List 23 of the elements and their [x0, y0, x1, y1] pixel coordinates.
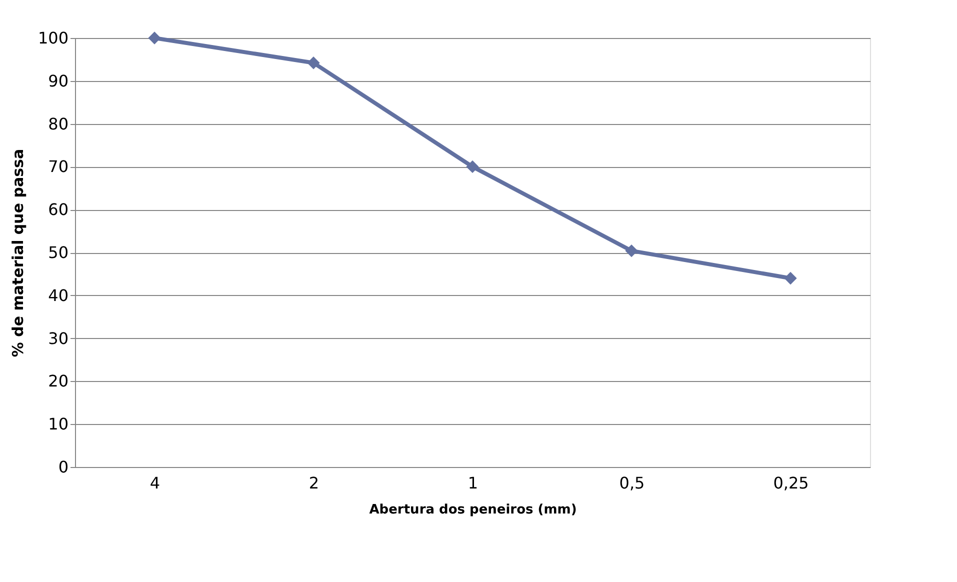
y-tick-label: 40: [48, 286, 68, 305]
x-tick-label: 2: [308, 474, 320, 492]
point: [307, 56, 320, 70]
y-tick-label: 60: [48, 200, 68, 220]
y-tick-label: 100: [38, 28, 68, 48]
x-tick-label: 0,25: [773, 474, 809, 492]
y-tick-label: 70: [48, 157, 68, 176]
point: [466, 160, 479, 174]
y-tick-label: 50: [48, 243, 68, 262]
x-tick-label: 1: [468, 474, 478, 492]
point: [148, 32, 161, 44]
y-tick-label: 20: [48, 372, 68, 391]
x-axis-title: Abertura dos peneiros (mm): [369, 502, 577, 518]
y-tick-label: 90: [48, 71, 68, 90]
y-tick-label: 10: [48, 414, 68, 434]
point: [625, 244, 638, 258]
y-tick-label: 80: [48, 114, 68, 134]
point: [784, 272, 797, 285]
y-tick-label: 30: [48, 328, 68, 348]
y-axis-title: % de material que passa: [8, 148, 27, 358]
x-tick-label: 0,5: [619, 474, 645, 492]
y-tick-label: 0: [58, 458, 68, 476]
x-tick-label: 4: [150, 474, 160, 492]
